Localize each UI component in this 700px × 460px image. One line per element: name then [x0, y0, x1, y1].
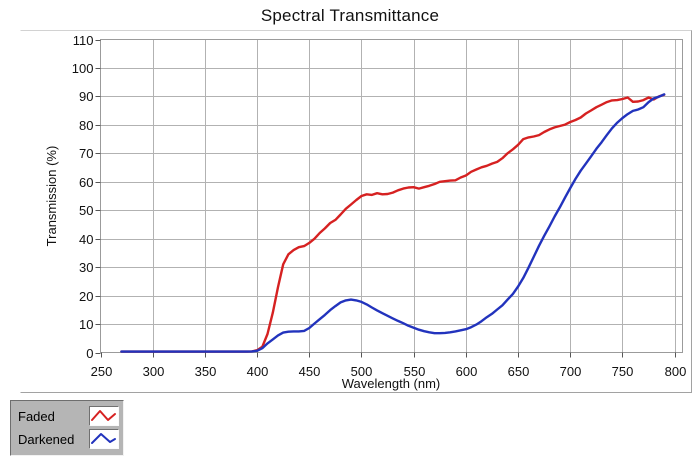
tick-labels: 250 300 350 400 450 500 550 600 650 700 750 800 0 10 2…: [72, 33, 687, 379]
plot-area: 250 300 350 400 450 500 550 600 650 700 750 800 0 10 2…: [44, 33, 687, 391]
legend-line-sample-darkened[interactable]: [89, 429, 119, 449]
x-tick-label: 300: [143, 364, 165, 379]
curve-faded: [120, 93, 666, 353]
x-tick-label: 350: [195, 364, 217, 379]
x-tick-label: 600: [456, 364, 478, 379]
y-tick-label: 80: [79, 118, 93, 133]
y-tick-label: 30: [79, 260, 93, 275]
y-axis-label: Transmission (%): [44, 146, 59, 247]
x-tick-label: 700: [560, 364, 582, 379]
curve-darkened: [120, 93, 666, 353]
legend-item-label: Darkened: [18, 431, 75, 447]
data-curves: [120, 93, 666, 353]
x-tick-label: 450: [299, 364, 321, 379]
plot-border: [100, 39, 683, 353]
y-tick-label: 20: [79, 289, 93, 304]
chart-title: Spectral Transmittance: [260, 6, 440, 25]
y-tick-label: 110: [73, 33, 94, 48]
x-axis-label: Wavelength (nm): [342, 376, 441, 391]
gridlines: [100, 39, 683, 353]
x-tick-label: 800: [665, 364, 687, 379]
legend-line-sample-faded[interactable]: [89, 406, 119, 426]
y-tick-label: 50: [79, 203, 93, 218]
x-tick-label: 400: [247, 364, 269, 379]
plot-legend: Faded Darkened: [10, 400, 124, 456]
y-tick-label: 100: [72, 61, 94, 76]
y-tick-label: 10: [79, 317, 93, 332]
y-tick-label: 60: [79, 175, 93, 190]
x-tick-label: 750: [612, 364, 634, 379]
y-tick-label: 0: [86, 346, 93, 361]
legend-item-faded[interactable]: Faded: [15, 405, 119, 427]
y-tick-label: 90: [79, 89, 93, 104]
graph-frame: 250 300 350 400 450 500 550 600 650 700 750 800 0 10 2…: [20, 30, 692, 393]
x-tick-label: 250: [91, 364, 113, 379]
legend-item-darkened[interactable]: Darkened: [15, 428, 119, 450]
y-tick-label: 40: [79, 232, 93, 247]
x-tick-label: 650: [508, 364, 530, 379]
x-tick-label: 550: [404, 364, 426, 379]
legend-item-label: Faded: [18, 408, 55, 424]
x-tick-label: 500: [351, 364, 373, 379]
axis-ticks: [95, 40, 676, 358]
y-tick-label: 70: [79, 146, 93, 161]
